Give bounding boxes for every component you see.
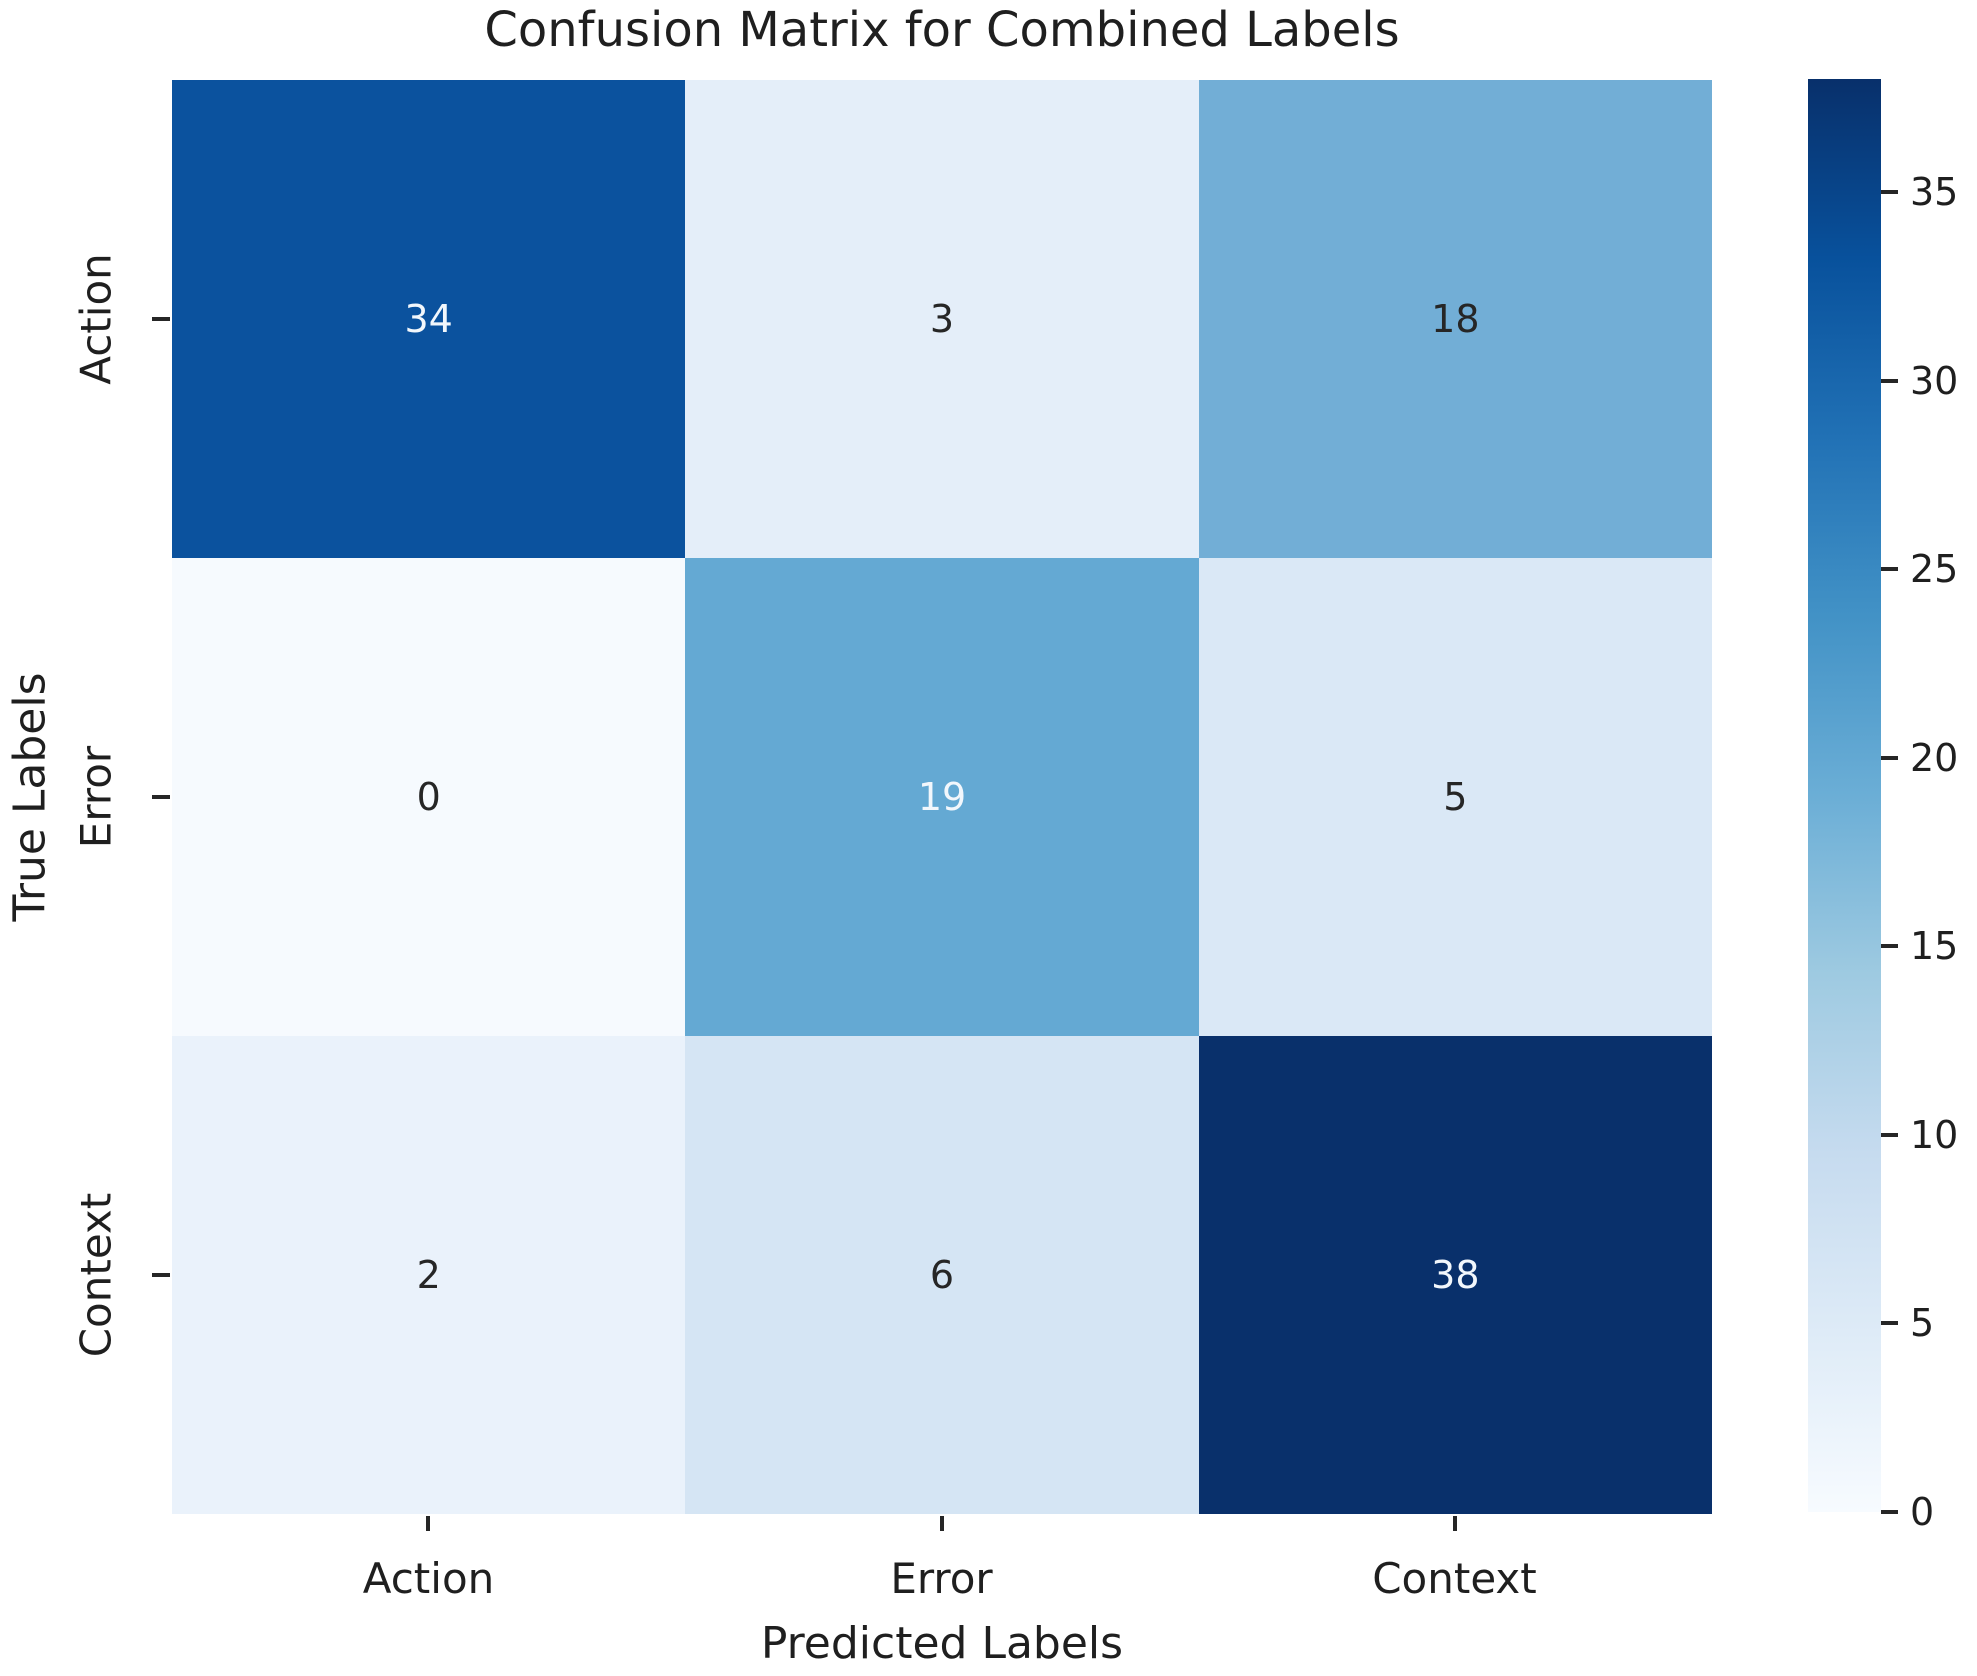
y-tick-mark <box>152 317 170 321</box>
colorbar-tick-mark <box>1881 944 1898 949</box>
colorbar-tick-label: 15 <box>1910 924 1959 969</box>
x-axis-label: Predicted Labels <box>760 1618 1124 1669</box>
colorbar-tick-mark <box>1881 1510 1898 1514</box>
colorbar-tick-label: 30 <box>1910 358 1959 403</box>
colorbar-tick-mark <box>1881 1321 1898 1326</box>
colorbar-tick-label: 20 <box>1910 735 1959 780</box>
colorbar-tick-mark <box>1881 190 1898 195</box>
colorbar-tick-mark <box>1881 1132 1898 1137</box>
y-tick-mark <box>152 1273 170 1277</box>
matrix-cell: 18 <box>1198 80 1712 558</box>
colorbar-tick-label: 10 <box>1910 1112 1959 1157</box>
heatmap-grid: 34 3 18 0 19 5 2 6 38 <box>172 80 1712 1514</box>
matrix-cell: 0 <box>172 558 686 1036</box>
colorbar-tick-mark <box>1881 567 1898 572</box>
matrix-cell: 38 <box>1198 1036 1712 1514</box>
matrix-cell: 2 <box>172 1036 686 1514</box>
x-tick-label: Context <box>1372 1554 1537 1603</box>
matrix-cell: 6 <box>685 1036 1199 1514</box>
matrix-cell: 3 <box>685 80 1199 558</box>
matrix-cell: 19 <box>685 558 1199 1036</box>
colorbar-tick-label: 0 <box>1910 1490 1935 1534</box>
matrix-cell: 5 <box>1198 558 1712 1036</box>
matrix-cell: 34 <box>172 80 686 558</box>
colorbar-tick-label: 5 <box>1910 1301 1935 1346</box>
colorbar-tick-label: 35 <box>1910 170 1959 215</box>
colorbar-ticks: 0 5 10 15 20 25 30 35 <box>1881 79 1977 1531</box>
x-tick-mark <box>426 1516 430 1531</box>
x-tick-mark <box>1453 1516 1457 1531</box>
x-tick-mark <box>940 1516 944 1531</box>
colorbar-tick-label: 25 <box>1910 547 1959 592</box>
x-tick-label: Error <box>890 1554 993 1603</box>
x-tick-label: Action <box>362 1554 495 1603</box>
colorbar-tick-mark <box>1881 755 1898 760</box>
y-tick-mark <box>152 795 170 799</box>
colorbar-tick-mark <box>1881 378 1898 383</box>
chart-title: Confusion Matrix for Combined Labels <box>484 2 1400 58</box>
colorbar-gradient <box>1808 79 1881 1512</box>
